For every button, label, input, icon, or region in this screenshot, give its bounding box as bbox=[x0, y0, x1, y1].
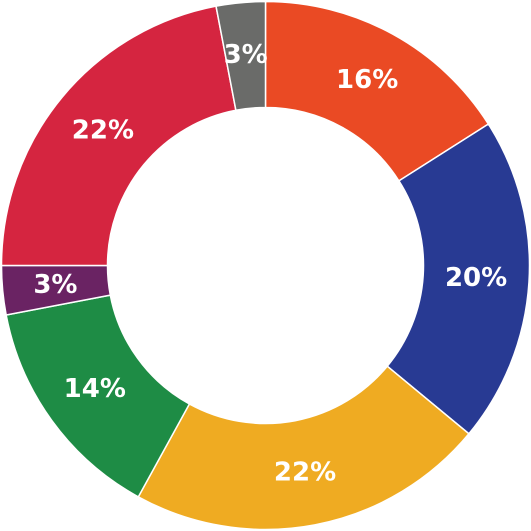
donut-segment bbox=[0, 5, 237, 267]
data-label: 14% bbox=[64, 374, 126, 404]
donut-segment bbox=[386, 123, 531, 435]
data-label: 16% bbox=[336, 65, 398, 95]
data-label: 22% bbox=[72, 116, 134, 146]
donut-segment bbox=[137, 365, 470, 531]
data-label: 22% bbox=[274, 457, 336, 487]
data-label: 3% bbox=[224, 40, 268, 70]
donut-segment bbox=[215, 0, 267, 112]
data-label: 3% bbox=[33, 270, 77, 300]
data-label: 20% bbox=[445, 263, 507, 293]
